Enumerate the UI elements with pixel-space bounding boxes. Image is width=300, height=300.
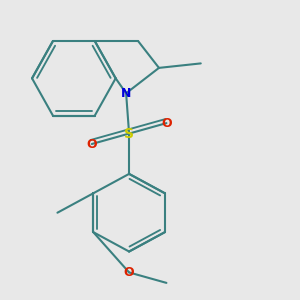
Text: O: O <box>161 117 172 130</box>
Text: O: O <box>86 137 97 151</box>
Text: S: S <box>124 127 134 141</box>
Text: N: N <box>121 87 131 100</box>
Text: O: O <box>124 266 134 279</box>
